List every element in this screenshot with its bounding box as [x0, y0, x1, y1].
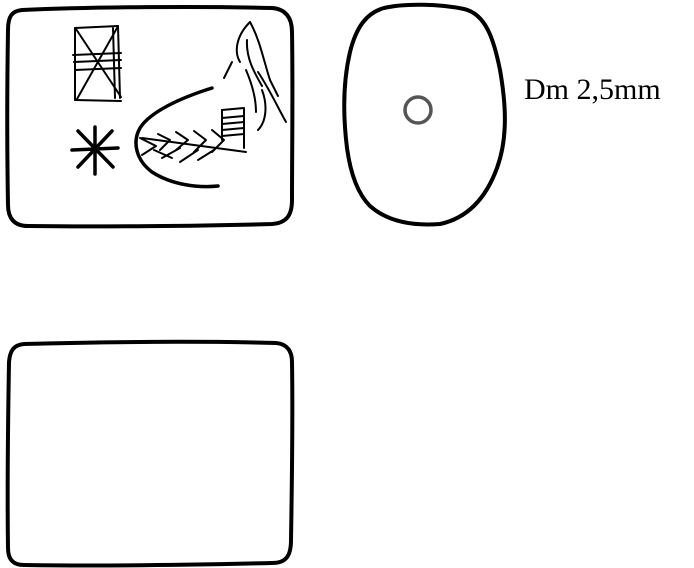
sign-star — [70, 125, 120, 176]
figure-bird — [223, 21, 287, 131]
seal-side-outline — [342, 2, 507, 227]
seal-side-view — [342, 2, 507, 227]
dimension-label: Dm 2,5mm — [524, 73, 661, 106]
string-hole — [403, 95, 433, 125]
seal-face-engraved-outline — [5, 4, 295, 229]
sign-crossed-box — [72, 25, 122, 102]
seal-face-engraved — [5, 4, 295, 229]
seal-face-reverse-outline — [5, 339, 295, 568]
seal-face-reverse — [5, 339, 295, 568]
figure-curve-arrow — [134, 86, 247, 189]
